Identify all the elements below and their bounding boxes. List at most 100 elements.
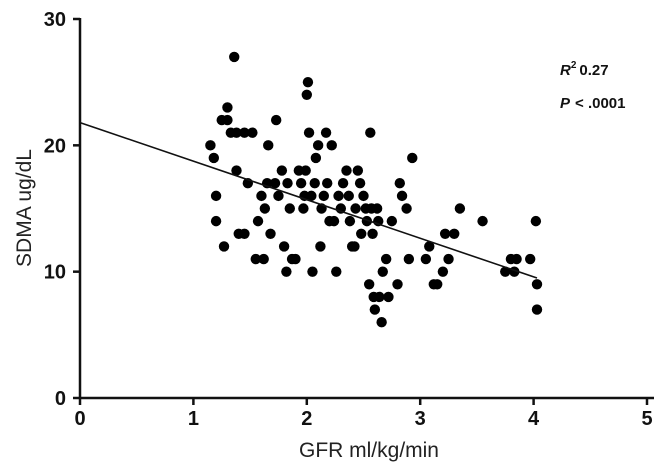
data-point-72 xyxy=(363,279,375,290)
y-tick-label-2: 20 xyxy=(44,135,66,157)
data-point-24 xyxy=(265,228,276,239)
data-point-75 xyxy=(367,228,378,239)
r-exponent: 2 xyxy=(571,60,577,71)
data-point-40 xyxy=(301,89,312,101)
data-point-108 xyxy=(531,279,543,290)
data-point-105 xyxy=(511,253,522,265)
data-point-56 xyxy=(331,266,342,277)
data-point-87 xyxy=(394,178,405,189)
data-point-2 xyxy=(210,190,222,202)
data-point-91 xyxy=(407,152,418,164)
regression-line xyxy=(79,121,538,279)
y-axis-ticks: 0 10 20 30 xyxy=(44,9,80,410)
data-point-42 xyxy=(303,127,315,138)
data-point-17 xyxy=(250,253,261,265)
data-point-69 xyxy=(358,190,369,202)
data-point-57 xyxy=(333,190,344,202)
data-point-54 xyxy=(326,140,337,151)
data-point-62 xyxy=(344,215,356,227)
data-point-61 xyxy=(343,190,354,202)
data-point-85 xyxy=(386,215,398,227)
data-point-13 xyxy=(239,228,250,239)
data-point-89 xyxy=(401,203,412,214)
y-tick-label-1: 10 xyxy=(44,262,66,284)
data-point-26 xyxy=(270,114,282,126)
data-point-50 xyxy=(318,190,330,202)
x-tick-label-2: 2 xyxy=(301,408,312,430)
data-point-97 xyxy=(439,228,451,239)
data-point-19 xyxy=(256,190,267,202)
data-point-45 xyxy=(309,178,320,189)
y-tick-label-0: 0 xyxy=(55,388,66,410)
p-symbol: P xyxy=(560,95,571,112)
data-point-21 xyxy=(259,203,271,214)
data-point-80 xyxy=(374,291,385,303)
data-point-98 xyxy=(443,253,454,265)
data-point-83 xyxy=(380,253,392,265)
data-point-3 xyxy=(210,215,222,227)
data-point-84 xyxy=(383,291,394,303)
x-axis-label: GFR ml/kg/min xyxy=(299,439,439,462)
data-point-39 xyxy=(300,165,311,176)
x-tick-label-1: 1 xyxy=(188,408,199,430)
x-tick-label-0: 0 xyxy=(74,408,85,430)
data-point-25 xyxy=(269,178,281,189)
data-point-86 xyxy=(392,279,403,290)
data-point-81 xyxy=(376,317,387,328)
data-point-73 xyxy=(365,127,376,138)
r-squared-annotation: R2 0.27 xyxy=(560,60,609,79)
data-point-36 xyxy=(295,178,307,189)
data-point-99 xyxy=(449,228,460,239)
data-point-18 xyxy=(252,215,264,227)
data-point-90 xyxy=(403,253,415,265)
data-point-28 xyxy=(276,165,288,176)
data-point-92 xyxy=(420,253,432,265)
data-point-51 xyxy=(320,127,332,138)
data-point-5 xyxy=(218,241,230,252)
data-point-31 xyxy=(282,178,293,189)
data-point-48 xyxy=(315,241,326,252)
data-point-52 xyxy=(322,178,333,189)
data-point-65 xyxy=(350,203,361,214)
x-tick-label-3: 3 xyxy=(415,408,426,430)
x-tick-label-4: 4 xyxy=(528,408,540,430)
data-point-20 xyxy=(258,253,269,265)
data-point-47 xyxy=(312,140,324,151)
data-point-67 xyxy=(354,178,366,189)
x-tick-label-5: 5 xyxy=(641,408,652,430)
p-value: < .0001 xyxy=(575,95,625,112)
data-point-68 xyxy=(356,228,367,239)
data-point-109 xyxy=(531,304,543,315)
data-point-44 xyxy=(307,266,318,277)
y-tick-label-3: 30 xyxy=(44,9,66,31)
data-point-82 xyxy=(377,266,388,277)
data-point-60 xyxy=(341,165,352,176)
data-point-7 xyxy=(222,114,233,126)
data-point-100 xyxy=(454,203,466,214)
data-point-93 xyxy=(424,241,435,252)
data-point-102 xyxy=(500,266,511,277)
data-point-106 xyxy=(524,253,536,265)
data-point-34 xyxy=(290,253,301,265)
data-point-6 xyxy=(222,102,233,113)
p-value-annotation: P < .0001 xyxy=(560,95,625,112)
data-point-66 xyxy=(352,165,364,176)
data-point-11 xyxy=(231,165,242,176)
data-point-64 xyxy=(349,241,360,252)
data-point-14 xyxy=(239,127,250,138)
data-point-37 xyxy=(298,203,309,214)
data-point-55 xyxy=(328,215,340,227)
data-point-23 xyxy=(263,140,274,151)
data-point-46 xyxy=(310,152,322,164)
x-axis-ticks: 0 1 2 3 4 5 xyxy=(74,398,653,430)
data-point-59 xyxy=(337,178,349,189)
data-point-27 xyxy=(273,190,284,202)
data-point-96 xyxy=(437,266,449,277)
data-point-10 xyxy=(231,127,242,138)
data-point-16 xyxy=(247,127,258,138)
data-point-32 xyxy=(284,203,295,214)
data-point-88 xyxy=(396,190,408,202)
data-point-101 xyxy=(477,215,488,227)
data-point-1 xyxy=(208,152,220,164)
